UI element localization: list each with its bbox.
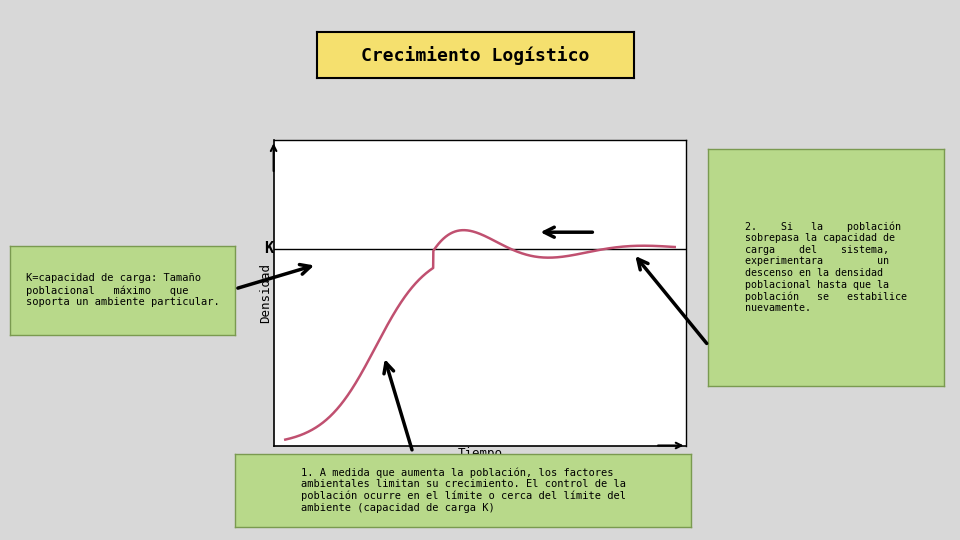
- Text: 1. A medida que aumenta la población, los factores
ambientales limitan su crecim: 1. A medida que aumenta la población, lo…: [300, 467, 626, 513]
- Y-axis label: Densidad: Densidad: [259, 263, 273, 323]
- Text: K: K: [264, 241, 274, 256]
- X-axis label: Tiempo: Tiempo: [458, 447, 502, 460]
- Text: K=capacidad de carga: Tamaño
poblacional   máximo   que
soporta un ambiente part: K=capacidad de carga: Tamaño poblacional…: [26, 273, 219, 307]
- Text: Crecimiento Logístico: Crecimiento Logístico: [361, 46, 589, 65]
- Text: 2.    Si   la    población
sobrepasa la capacidad de
carga    del    sistema,
ex: 2. Si la población sobrepasa la capacida…: [745, 221, 907, 313]
